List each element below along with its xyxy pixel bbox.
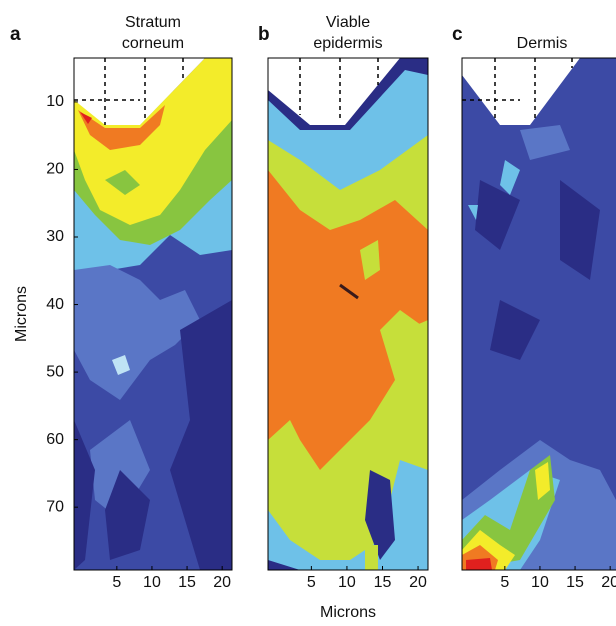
panel-title: Stratum corneum — [121, 14, 185, 52]
x-tick-label: 15 — [374, 574, 392, 591]
x-axis-label: Microns — [320, 604, 376, 621]
y-axis-label: Microns — [13, 286, 30, 342]
y-tick-label: 10 — [46, 93, 64, 110]
panel-label: c — [452, 24, 463, 45]
contour-field — [74, 58, 232, 570]
panel-title: Viable epidermis — [313, 14, 383, 52]
x-tick-label: 20 — [601, 574, 616, 591]
y-tick-label: 40 — [46, 296, 64, 313]
y-tick-label: 60 — [46, 431, 64, 448]
contour-field — [462, 58, 616, 570]
panel-label: a — [10, 24, 21, 45]
x-tick-label: 5 — [112, 574, 121, 591]
plot-frame — [73, 57, 233, 571]
plot-frame — [461, 57, 616, 571]
x-tick-label: 20 — [409, 574, 427, 591]
x-tick-label: 10 — [143, 574, 161, 591]
x-tick-label: 10 — [531, 574, 549, 591]
panel-title: Dermis — [516, 35, 568, 52]
x-tick-label: 15 — [566, 574, 584, 591]
y-tick-label: 30 — [46, 228, 64, 245]
x-tick-label: 15 — [178, 574, 196, 591]
x-tick-label: 5 — [500, 574, 509, 591]
y-tick-label: 20 — [46, 161, 64, 178]
x-tick-label: 5 — [307, 574, 316, 591]
panel-label: b — [258, 24, 270, 45]
x-tick-label: 10 — [338, 574, 356, 591]
y-tick-label: 70 — [46, 498, 64, 515]
plot-frame — [267, 57, 429, 571]
x-tick-label: 20 — [213, 574, 231, 591]
y-tick-label: 50 — [46, 363, 64, 380]
contour-field — [268, 58, 428, 570]
